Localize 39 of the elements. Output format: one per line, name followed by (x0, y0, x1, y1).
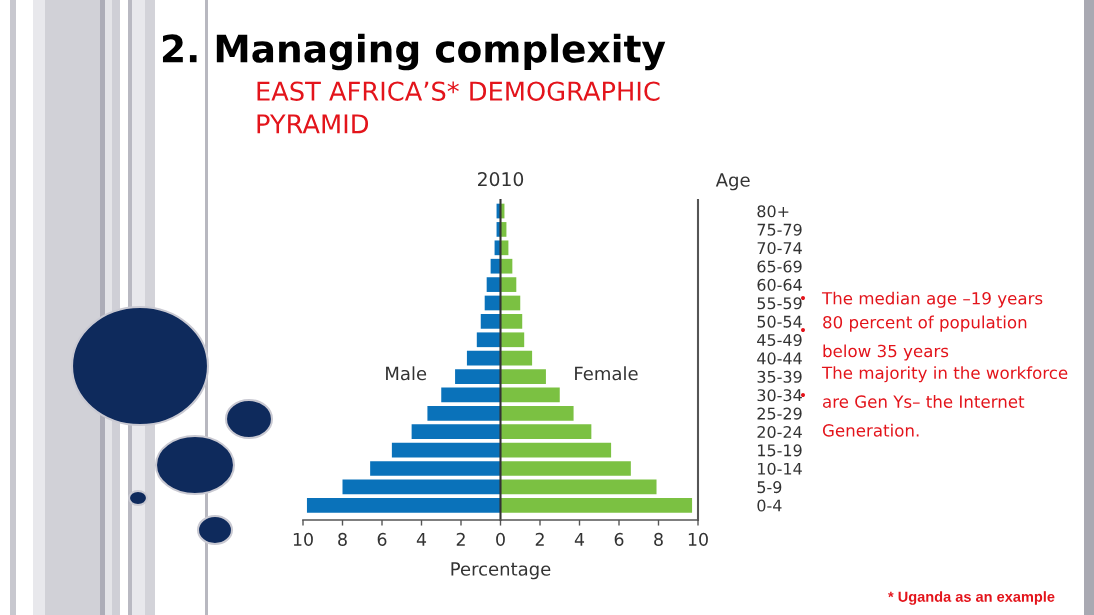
x-tick-label: 2 (535, 532, 544, 546)
y-tick-label: 25-29 (757, 407, 802, 420)
y-tick-label: 35-39 (757, 370, 802, 383)
y-tick-label: 60-64 (757, 278, 802, 291)
x-tick-label: 8 (654, 532, 663, 546)
x-tick-label: 10 (293, 532, 313, 546)
series-label: Male (386, 366, 427, 381)
y-tick-label: 50-54 (757, 315, 802, 328)
y-tick-label: 45-49 (757, 333, 802, 347)
y-axis-title: Age (715, 173, 750, 191)
y-tick-label: 5-9 (757, 481, 782, 494)
x-tick-label: 4 (416, 533, 427, 546)
x-tick-label: 0 (496, 532, 505, 546)
text: The majority in the workforce are Gen Ys– the Internet Generation. (821, 366, 1068, 437)
y-tick-label: 75-79 (757, 223, 802, 236)
y-tick-label: 80+ (757, 205, 789, 218)
x-axis-title: Percentage (451, 562, 551, 580)
y-tick-label: 20-24 (757, 425, 802, 439)
y-tick-label: 15-19 (758, 444, 802, 457)
x-tick-label: 8 (338, 532, 347, 546)
x-tick-label: 4 (574, 533, 585, 546)
y-tick-label: 0-4 (757, 499, 782, 512)
text: 80 percent of population below 35 years (823, 315, 1027, 361)
series-label: Female (575, 366, 638, 381)
y-tick-label: 70-74 (757, 242, 802, 255)
y-tick-label: 30-34 (757, 389, 802, 402)
y-tick-label: 55-59 (757, 297, 802, 310)
y-tick-label: 10-14 (758, 462, 802, 475)
x-tick-label: 6 (377, 532, 387, 546)
text: The median age –19 years (821, 291, 1043, 308)
x-tick-label: 2 (456, 532, 465, 546)
text: 2010 (478, 172, 524, 187)
text: * Uganda as an example (888, 591, 1055, 605)
chart-subtitle: EAST AFRICA’S* DEMOGRAPHIC PYRAMID (257, 81, 660, 134)
y-tick-label: 65-69 (757, 260, 802, 273)
chart-title: 2. Managing complexity (162, 33, 666, 71)
x-tick-label: 6 (614, 532, 624, 546)
y-tick-label: 40-44 (757, 352, 802, 365)
x-tick-label: 10 (688, 532, 708, 546)
